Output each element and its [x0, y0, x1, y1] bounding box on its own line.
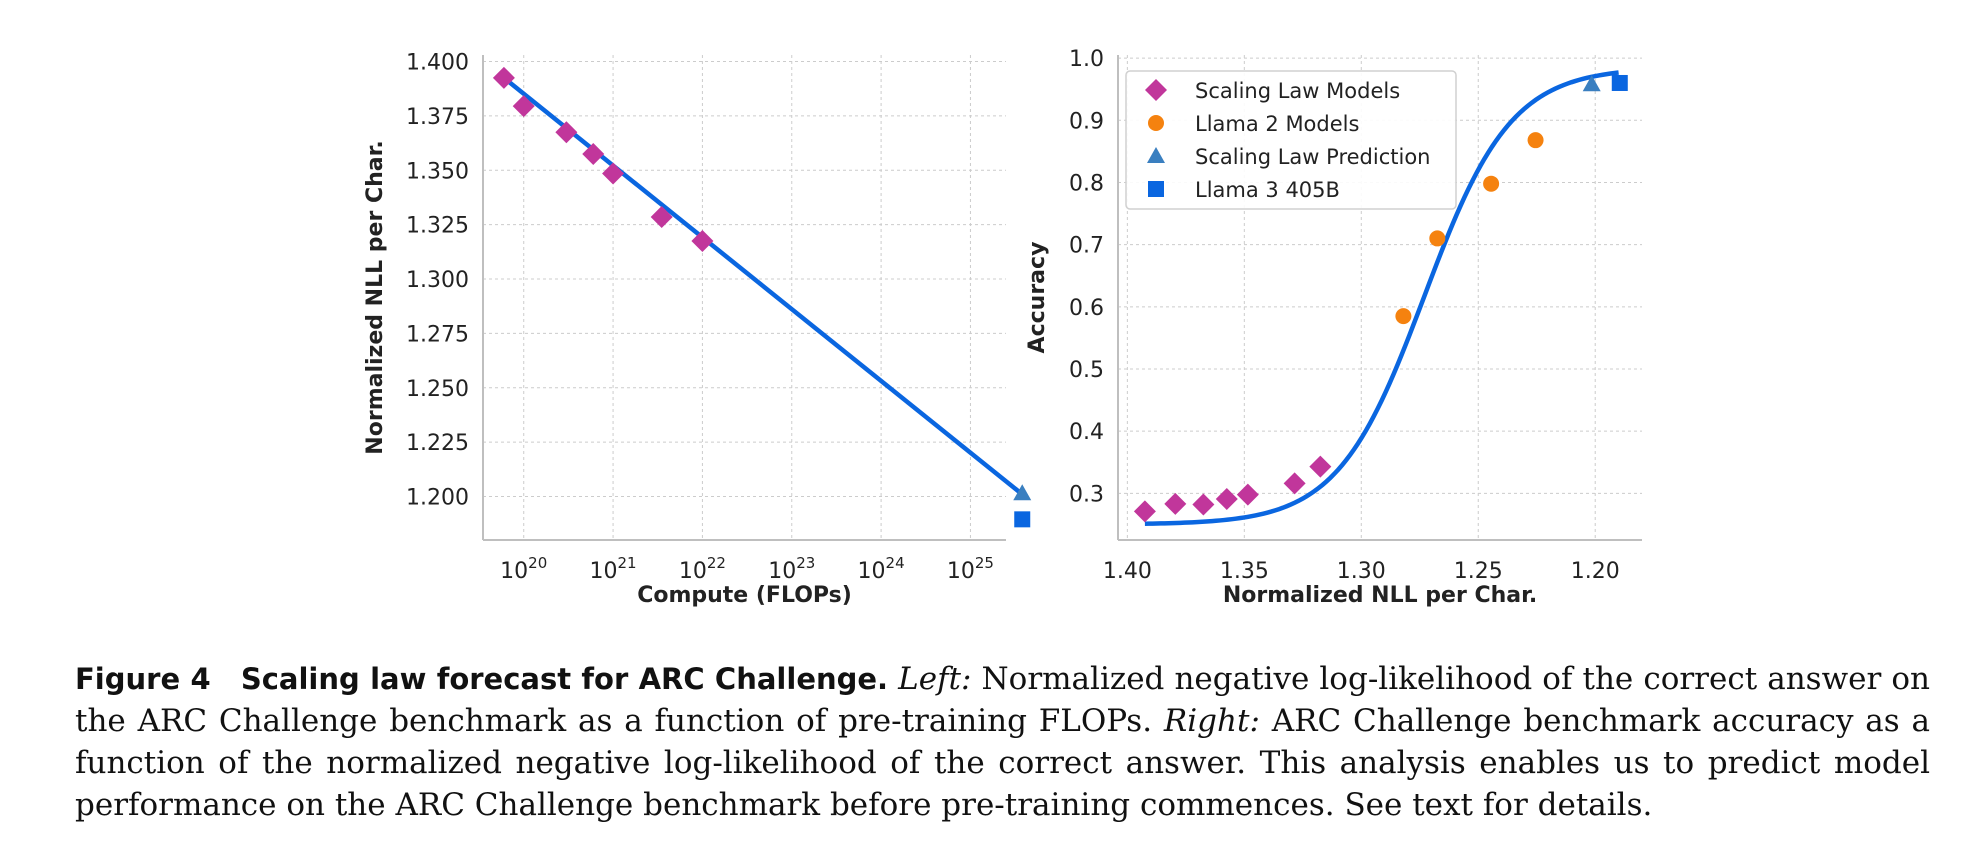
y-tick-label: 0.9	[1069, 109, 1104, 134]
legend-marker-triangle	[1147, 147, 1165, 163]
y-tick-label: 1.275	[406, 322, 469, 347]
x-axis-label: Compute (FLOPs)	[637, 583, 852, 608]
data-point-circle	[1395, 308, 1412, 325]
y-axis-label: Accuracy	[1025, 242, 1050, 354]
caption-label: Figure 4	[75, 662, 211, 696]
data-point-diamond	[1236, 483, 1259, 506]
data-point-diamond	[492, 66, 515, 89]
data-point-circle	[1527, 132, 1544, 149]
caption-left-label: Left:	[898, 661, 972, 697]
y-tick-label: 0.5	[1069, 358, 1104, 383]
y-tick-label: 1.0	[1069, 47, 1104, 72]
legend-box	[1125, 70, 1457, 210]
left-chart: 1.200 1.225 1.250 1.275 1.300 1.325 1.350 1.375…	[363, 51, 1032, 608]
x-tick-label: 1.35	[1220, 559, 1269, 584]
y-tick-label: 1.325	[406, 214, 469, 239]
fit-curve	[1144, 70, 1619, 526]
caption-left-text: Normalized negative log-likelihood of th…	[75, 661, 1930, 739]
legend-marker-diamond	[1145, 79, 1167, 101]
caption-right-label: Right:	[1163, 703, 1260, 739]
y-tick-label: 0.6	[1069, 296, 1104, 321]
right-chart: 0.3 0.4 0.5 0.6 0.7 0.8 0.9 1.0 1.40 1.35 1.30 1.25…	[1025, 47, 1642, 608]
legend-label: Llama 2 Models	[1195, 112, 1359, 136]
data-point-square	[1014, 511, 1031, 528]
x-tick-label: 1.25	[1454, 559, 1503, 584]
data-point-diamond	[582, 142, 605, 165]
y-tick-label: 0.7	[1069, 234, 1104, 259]
y-tick-label: 0.4	[1069, 420, 1104, 445]
y-tick-label: 1.375	[406, 105, 469, 130]
data-point-diamond	[1192, 493, 1215, 516]
y-axis-label: Normalized NLL per Char.	[363, 140, 388, 454]
x-tick-label: 1024	[858, 554, 905, 584]
data-point-triangle	[1582, 75, 1601, 92]
x-tick-label: 1023	[768, 554, 815, 584]
y-tick-label: 1.250	[406, 377, 469, 402]
data-point-diamond	[555, 121, 578, 144]
legend-marker-circle	[1148, 115, 1164, 131]
data-point-diamond	[1133, 500, 1156, 523]
legend-label: Llama 3 405B	[1195, 178, 1340, 202]
data-point-diamond	[1164, 492, 1187, 515]
caption-right-text: ARC Challenge benchmark accuracy as a fu…	[75, 703, 1931, 823]
y-tick-label: 0.3	[1069, 482, 1104, 507]
data-point-diamond	[691, 229, 714, 252]
data-point-circle	[1429, 230, 1446, 247]
data-point-diamond	[602, 162, 625, 185]
x-axis-label: Normalized NLL per Char.	[1223, 583, 1537, 608]
x-tick-label: 1.30	[1337, 559, 1386, 584]
data-point-diamond	[1215, 487, 1238, 510]
data-point-diamond	[1309, 455, 1332, 478]
y-tick-label: 0.8	[1069, 171, 1104, 196]
x-tick-label: 1022	[679, 554, 726, 584]
figure: 1.200 1.225 1.250 1.275 1.300 1.325 1.350 1.375…	[363, 47, 1642, 608]
legend-label: Scaling Law Models	[1195, 79, 1400, 103]
data-point-diamond	[1283, 472, 1306, 495]
y-tick-label: 1.225	[406, 431, 469, 456]
y-tick-label: 1.400	[406, 51, 469, 76]
data-point-diamond	[512, 95, 535, 118]
x-tick-label: 1021	[590, 554, 637, 584]
data-point-square	[1611, 74, 1628, 91]
fit-line	[502, 76, 1024, 497]
x-tick-label: 1.40	[1103, 559, 1152, 584]
caption-title: Scaling law forecast for ARC Challenge.	[240, 662, 889, 696]
legend-marker-square	[1148, 181, 1164, 197]
x-tick-label: 1.20	[1571, 559, 1620, 584]
data-point-circle	[1483, 175, 1500, 192]
data-point-diamond	[650, 206, 673, 229]
x-tick-label: 1020	[500, 554, 547, 584]
data-point-triangle	[1013, 484, 1032, 501]
figure-caption: Figure 4 Scaling law forecast for ARC Ch…	[75, 658, 1930, 826]
legend: Scaling Law Models Llama 2 Models Scaling …	[1125, 70, 1457, 210]
y-tick-label: 1.200	[406, 486, 469, 511]
legend-label: Scaling Law Prediction	[1195, 145, 1430, 169]
y-tick-label: 1.300	[406, 268, 469, 293]
y-tick-label: 1.350	[406, 159, 469, 184]
x-tick-label: 1025	[947, 554, 994, 584]
